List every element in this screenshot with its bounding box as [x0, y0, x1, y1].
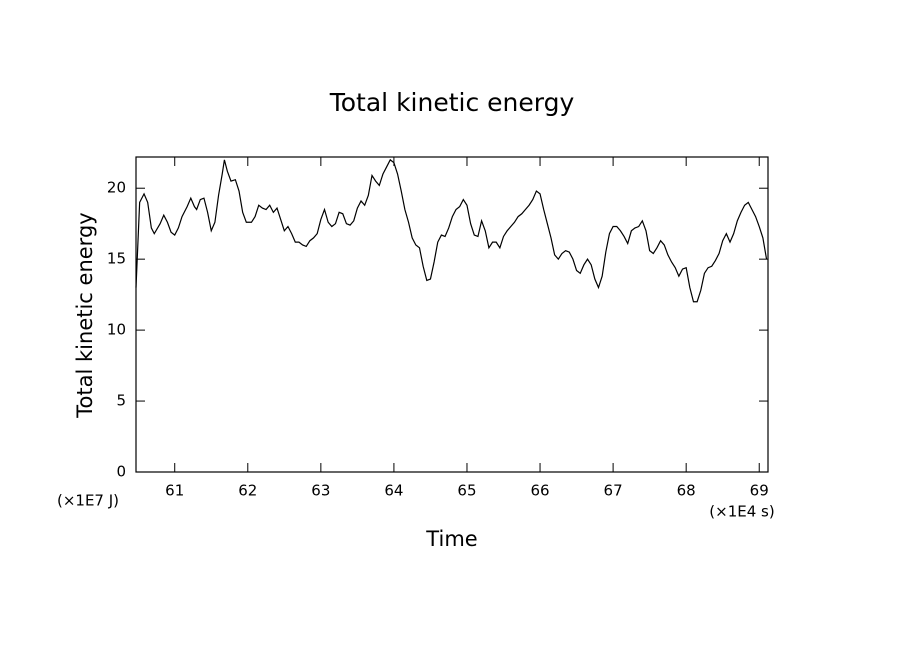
- x-tick-label: 67: [604, 482, 623, 500]
- x-tick-label: 69: [750, 482, 769, 500]
- x-tick-label: 66: [530, 482, 549, 500]
- data-line: [135, 158, 768, 303]
- y-axis-label: Total kinetic energy: [73, 212, 97, 418]
- y-tick-label: 20: [107, 179, 126, 197]
- x-axis-label: Time: [425, 527, 477, 551]
- x-tick-label: 61: [165, 482, 184, 500]
- chart-title: Total kinetic energy: [329, 88, 575, 117]
- y-tick-label: 5: [116, 392, 126, 410]
- x-tick-label: 65: [457, 482, 476, 500]
- x-unit: (×1E4 s): [709, 503, 774, 521]
- x-tick-label: 68: [677, 482, 696, 500]
- x-tick-label: 63: [311, 482, 330, 500]
- x-tick-label: 62: [238, 482, 257, 500]
- y-tick-label: 0: [116, 463, 126, 481]
- y-unit: (×1E7 J): [57, 492, 119, 510]
- plot-frame: [135, 156, 769, 473]
- y-tick-label: 10: [107, 321, 126, 339]
- y-tick-label: 15: [107, 250, 126, 268]
- x-tick-label: 64: [384, 482, 403, 500]
